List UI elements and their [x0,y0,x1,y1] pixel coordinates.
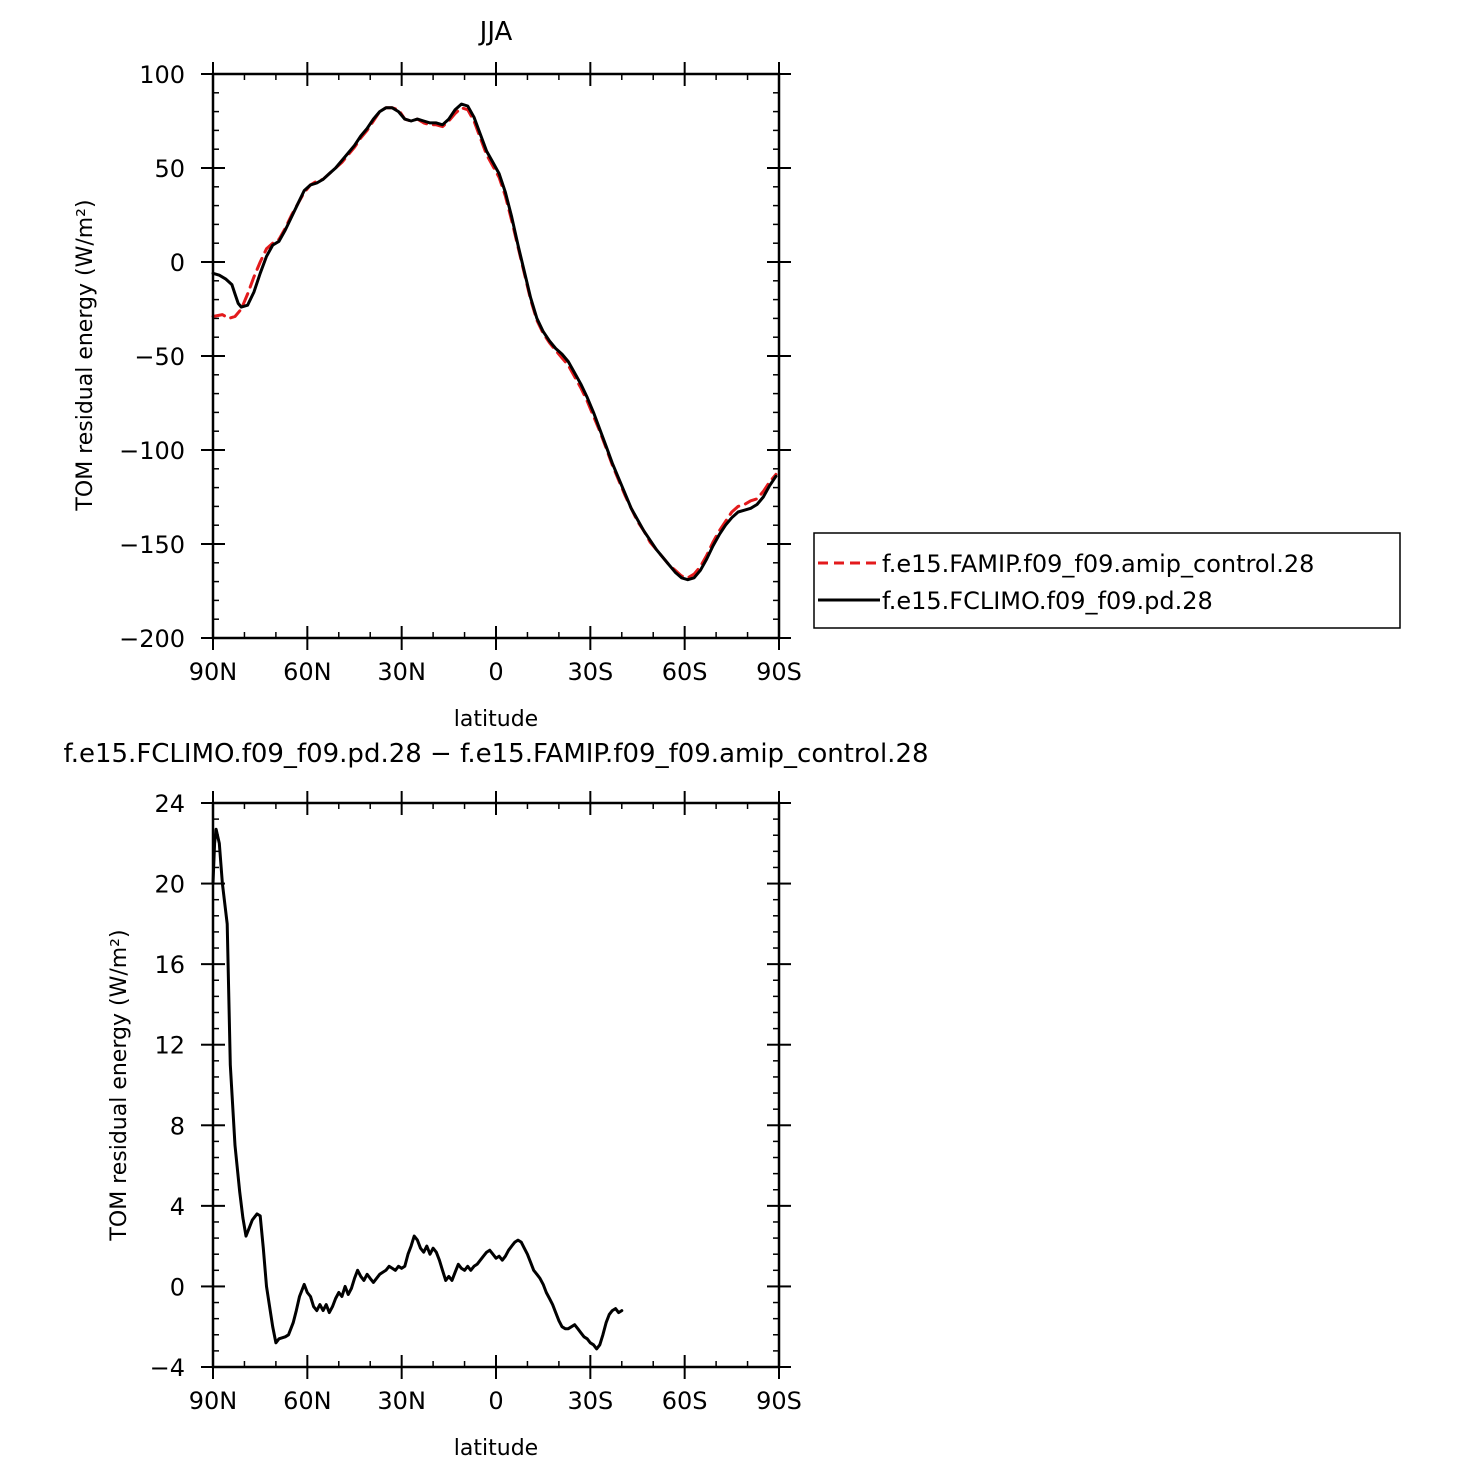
legend: f.e15.FAMIP.f09_f09.amip_control.28 f.e1… [813,532,1401,629]
legend-label-fclimo: f.e15.FCLIMO.f09_f09.pd.28 [882,587,1213,615]
panel-bottom: f.e15.FCLIMO.f09_f09.pd.28 − f.e15.FAMIP… [63,739,928,1461]
y-tick-label: −100 [119,437,185,465]
y-tick-label: 0 [170,1273,185,1301]
chart-title-bottom: f.e15.FCLIMO.f09_f09.pd.28 − f.e15.FAMIP… [63,739,928,769]
x-tick-label: 60N [283,1387,332,1415]
y-tick-label: 4 [170,1193,185,1221]
x-tick-label: 30S [567,658,613,686]
y-axis-title-top: TOM residual energy (W/m²) [73,199,98,511]
plot-frame-top [211,72,781,640]
y-tick-label: −4 [150,1354,185,1382]
chart-title-top: JJA [478,17,513,47]
x-tick-label: 0 [488,658,503,686]
x-tick-label: 60S [662,1387,708,1415]
x-tick-label: 30S [567,1387,613,1415]
y-axis-title-bottom: TOM residual energy (W/m²) [107,929,132,1241]
x-tick-label: 90N [189,1387,238,1415]
y-tick-label: 16 [154,951,185,979]
series-line-top-1 [211,102,778,582]
y-tick-label: 12 [154,1032,185,1060]
x-tick-label: 30N [377,658,426,686]
x-tick-label: 60S [662,658,708,686]
panel-top: JJA TOM residual energy (W/m²) latitude … [73,17,802,732]
legend-box [813,532,1401,629]
y-tick-label: 0 [170,249,185,277]
x-tick-label: 90S [756,658,802,686]
y-tick-label: 20 [154,871,185,899]
y-tick-label: 50 [154,155,185,183]
y-tick-label: −200 [119,625,185,653]
y-tick-label: 8 [170,1112,185,1140]
x-axis-title-top: latitude [454,707,538,732]
y-tick-label: 24 [154,790,185,818]
plot-frame-bottom [211,801,781,1369]
x-tick-label: 0 [488,1387,503,1415]
legend-label-famip: f.e15.FAMIP.f09_f09.amip_control.28 [882,550,1314,578]
y-tick-label: 100 [139,61,185,89]
x-tick-label: 90N [189,658,238,686]
y-tick-label: −50 [134,343,185,371]
series-line-bottom-0 [211,827,624,1351]
x-tick-label: 60N [283,658,332,686]
y-tick-label: −150 [119,531,185,559]
x-tick-label: 30N [377,1387,426,1415]
x-tick-label: 90S [756,1387,802,1415]
x-axis-title-bottom: latitude [454,1436,538,1461]
series-line-top-0 [211,106,778,580]
